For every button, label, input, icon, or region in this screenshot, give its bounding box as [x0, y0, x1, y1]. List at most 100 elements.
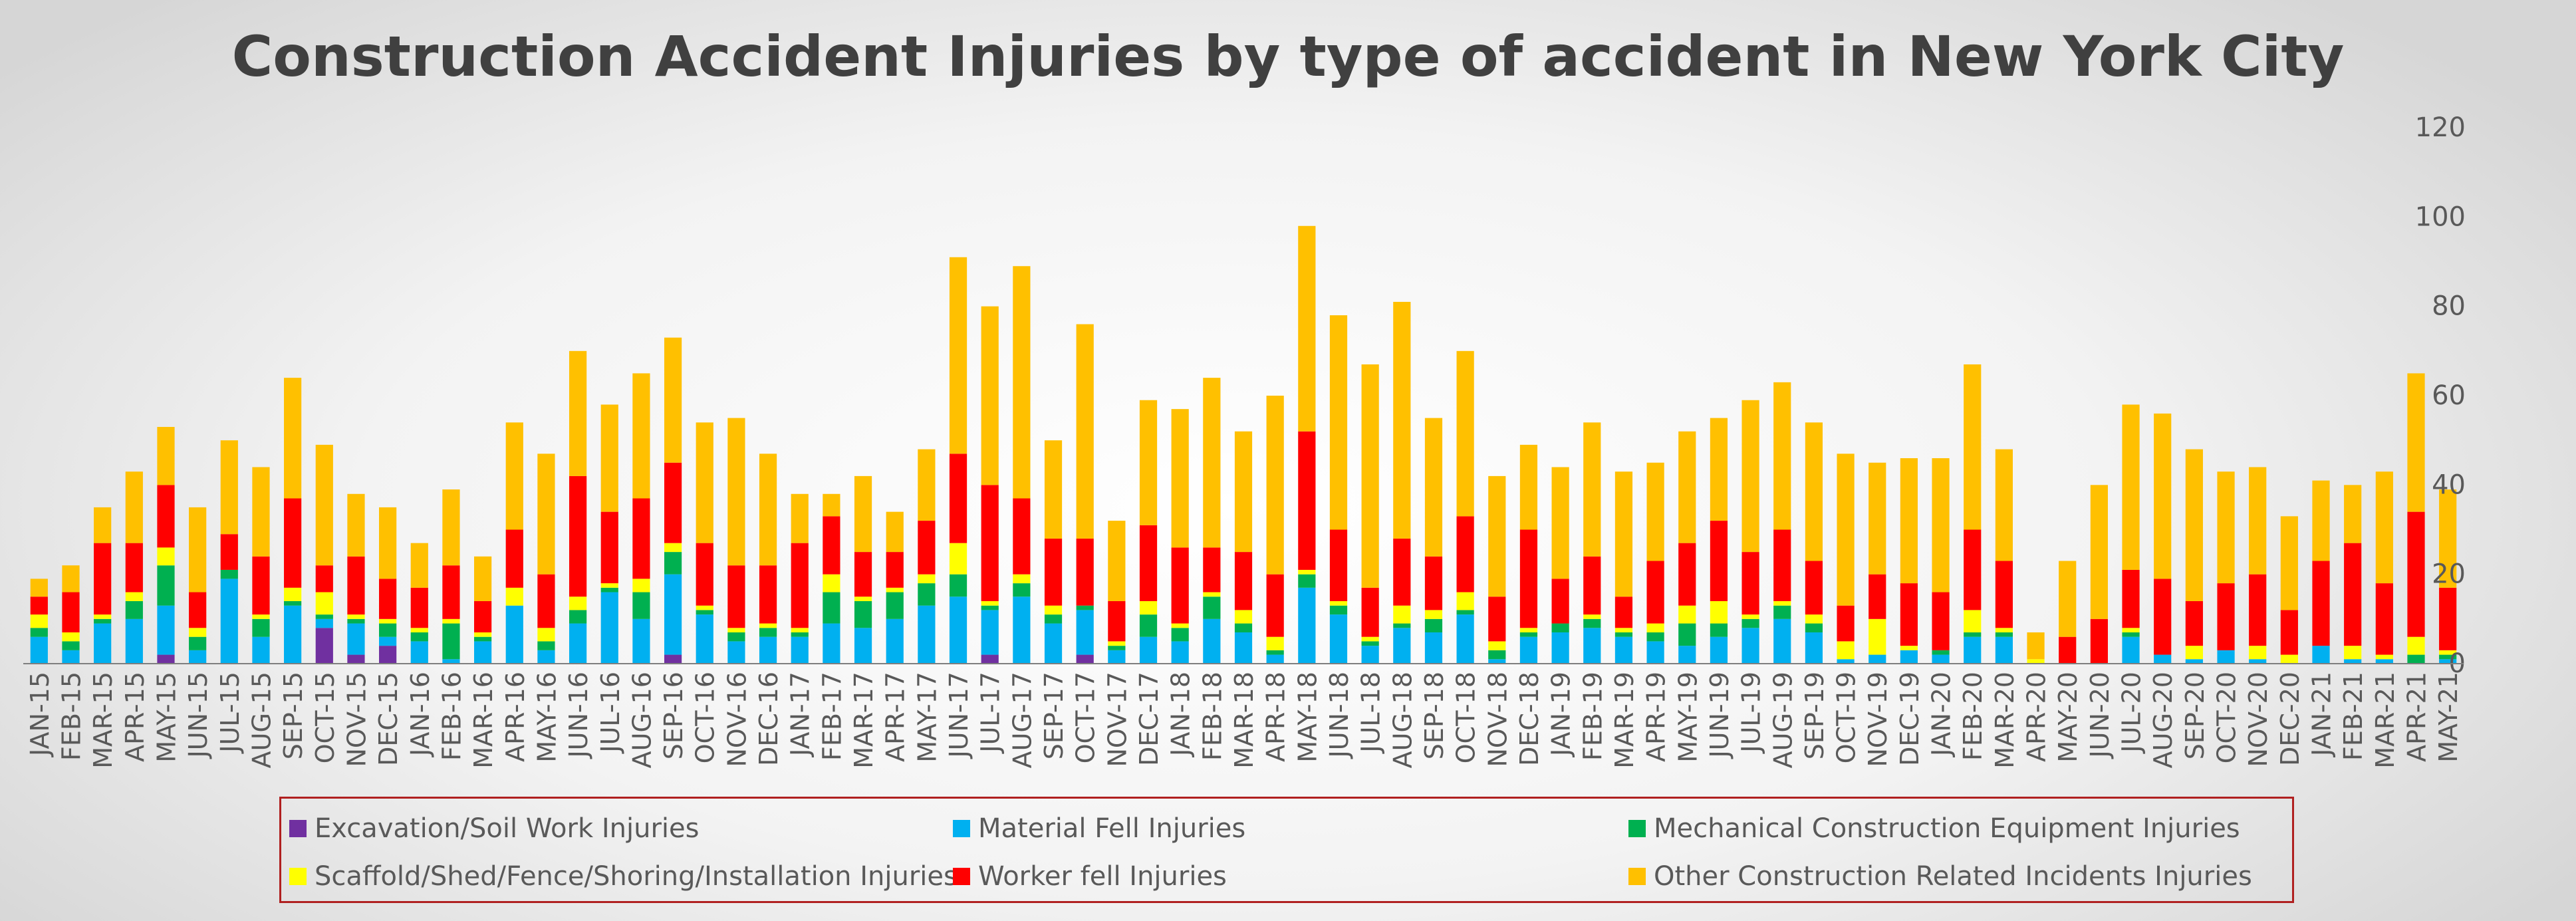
- x-tick-label: NOV-17: [1102, 672, 1132, 767]
- bar-segment-oct-17-series-1: [1076, 610, 1094, 655]
- bar-segment-may-17-series-1: [918, 605, 936, 664]
- x-tick-label: MAY-18: [1293, 672, 1322, 763]
- bar-segment-jun-16-series-5: [569, 350, 587, 476]
- bar-segment-jul-15-series-2: [220, 569, 238, 579]
- bar-segment-jul-20-series-5: [2122, 404, 2140, 570]
- bar-segment-feb-15-series-2: [62, 641, 80, 650]
- bar-segment-dec-16-series-4: [759, 565, 777, 624]
- legend-item: Mechanical Construction Equipment Injuri…: [1628, 813, 2240, 844]
- bar-segment-apr-20-series-3: [2027, 659, 2045, 664]
- bar-segment-aug-16-series-4: [632, 498, 650, 579]
- bar-segment-feb-17-series-2: [823, 592, 840, 624]
- bar-segment-feb-20-series-3: [1964, 610, 1982, 632]
- x-tick-label: JAN-20: [1927, 672, 1956, 757]
- bar-segment-sep-19-series-4: [1805, 561, 1823, 615]
- bar-segment-aug-17-series-3: [1013, 574, 1031, 584]
- x-tick-label: JUN-16: [564, 672, 593, 759]
- bar-segment-jul-20-series-4: [2122, 569, 2140, 628]
- bar-segment-may-19-series-1: [1678, 646, 1696, 664]
- bar-segment-apr-16-series-3: [505, 587, 523, 606]
- bar-segment-dec-15-series-4: [379, 579, 397, 619]
- x-tick-label: APR-16: [501, 672, 530, 762]
- legend-label: Material Fell Injuries: [978, 813, 1246, 844]
- bar-segment-dec-20-series-5: [2280, 516, 2298, 610]
- bar-segment-may-15-series-4: [157, 485, 175, 548]
- bar-segment-apr-20-series-5: [2027, 632, 2045, 660]
- bar-segment-dec-18-series-1: [1519, 636, 1538, 664]
- bar-segment-jan-16-series-2: [410, 632, 428, 642]
- bar-segment-nov-19-series-5: [1868, 462, 1886, 575]
- bar-segment-aug-15-series-4: [252, 556, 270, 615]
- bar-segment-dec-15-series-3: [379, 618, 397, 624]
- x-tick-label: SEP-17: [1039, 672, 1069, 759]
- bar-segment-feb-19-series-2: [1583, 618, 1601, 628]
- bar-segment-jan-21-series-1: [2312, 646, 2330, 664]
- x-tick-label: JUL-20: [2117, 672, 2146, 754]
- bar-segment-sep-16-series-1: [664, 574, 682, 655]
- bar-segment-apr-15-series-5: [125, 471, 143, 543]
- legend-swatch: [953, 868, 970, 885]
- bar-segment-dec-17-series-2: [1139, 614, 1158, 637]
- x-tick-label: DEC-15: [374, 672, 403, 766]
- bar-segment-jan-19-series-4: [1551, 579, 1569, 624]
- x-tick-label: FEB-19: [1578, 672, 1607, 761]
- bar-segment-mar-18-series-1: [1234, 632, 1253, 664]
- bar-segment-apr-18-series-5: [1266, 396, 1284, 575]
- bar-segment-may-15-series-0: [157, 654, 175, 664]
- x-tick-label: SEP-18: [1420, 672, 1449, 759]
- bar-segment-jun-18-series-1: [1329, 614, 1348, 664]
- bar-segment-jan-15-series-4: [30, 596, 48, 615]
- bar-segment-mar-20-series-2: [1995, 632, 2013, 637]
- bar-segment-dec-15-series-0: [379, 646, 397, 664]
- bar-segment-may-21-series-4: [2439, 587, 2457, 650]
- bar-segment-oct-18-series-2: [1456, 610, 1474, 615]
- x-tick-label: FEB-17: [817, 672, 846, 761]
- bar-segment-sep-17-series-2: [1044, 614, 1063, 624]
- x-tick-label: DEC-18: [1515, 672, 1544, 766]
- bar-segment-nov-16-series-5: [727, 418, 745, 566]
- x-tick-label: MAR-21: [2371, 672, 2400, 769]
- bar-segment-jun-17-series-1: [949, 596, 967, 664]
- x-tick-label: FEB-20: [1958, 672, 1988, 761]
- bar-segment-jan-17-series-3: [791, 628, 809, 632]
- bar-segment-mar-20-series-3: [1995, 628, 2013, 632]
- bar-segment-mar-21-series-5: [2375, 471, 2393, 584]
- x-tick-label: APR-20: [2022, 672, 2051, 762]
- bar-segment-jan-17-series-1: [791, 636, 809, 664]
- bar-segment-aug-19-series-5: [1773, 382, 1791, 530]
- bar-segment-jun-16-series-2: [569, 610, 587, 624]
- x-tick-label: AUG-19: [1768, 672, 1797, 768]
- bar-segment-may-18-series-3: [1298, 569, 1316, 575]
- y-tick-label: 80: [2432, 291, 2466, 322]
- bar-segment-aug-17-series-1: [1013, 596, 1031, 664]
- bar-segment-nov-16-series-4: [727, 565, 745, 628]
- bar-segment-sep-19-series-1: [1805, 632, 1823, 664]
- bar-segment-aug-19-series-3: [1773, 600, 1791, 606]
- bar-segment-jan-19-series-2: [1551, 623, 1569, 632]
- bar-segment-jun-19-series-3: [1710, 600, 1728, 624]
- bar-segment-oct-20-series-1: [2217, 650, 2235, 664]
- x-tick-label: APR-21: [2402, 672, 2432, 762]
- x-tick-label: AUG-18: [1388, 672, 1417, 768]
- bar-segment-mar-15-series-5: [94, 507, 112, 543]
- x-tick-label: JAN-15: [25, 672, 55, 757]
- x-tick-label: MAR-15: [88, 672, 118, 769]
- bar-segment-aug-20-series-1: [2154, 654, 2172, 664]
- legend-label: Worker fell Injuries: [978, 861, 1227, 892]
- bar-segment-oct-16-series-5: [696, 422, 713, 543]
- bar-segment-oct-18-series-5: [1456, 350, 1474, 517]
- x-tick-label: JUL-18: [1356, 672, 1386, 754]
- bar-segment-may-16-series-5: [537, 454, 555, 575]
- bar-segment-feb-17-series-5: [823, 493, 840, 517]
- bar-segment-feb-19-series-1: [1583, 628, 1601, 664]
- x-tick-label: SEP-16: [659, 672, 688, 759]
- bar-segment-mar-17-series-5: [854, 475, 872, 553]
- bar-segment-mar-18-series-4: [1234, 552, 1253, 610]
- bar-segment-nov-17-series-2: [1108, 646, 1126, 650]
- bar-segment-dec-16-series-1: [759, 636, 777, 664]
- bar-segment-nov-17-series-3: [1108, 641, 1126, 646]
- bar-segment-dec-20-series-4: [2280, 610, 2298, 655]
- x-tick-label: APR-19: [1642, 672, 1671, 762]
- bar-segment-jan-15-series-3: [30, 614, 48, 628]
